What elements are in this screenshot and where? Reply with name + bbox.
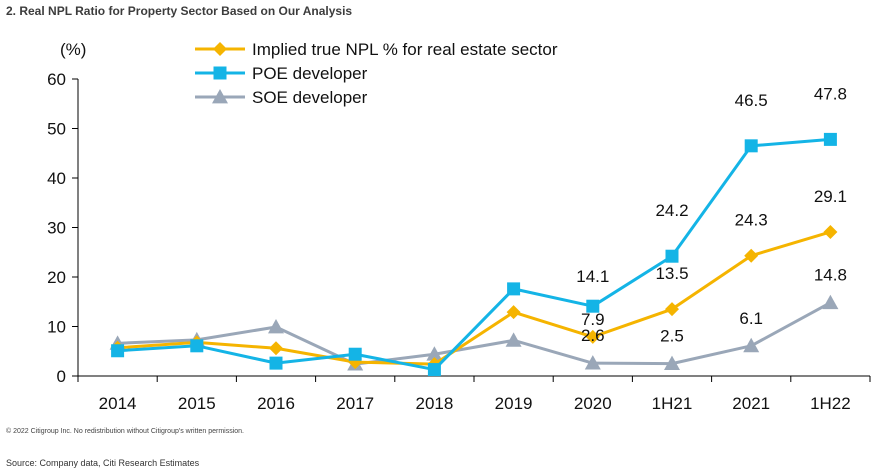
chart-axes: 0 10 20 30 40 50 60 (%) 2014 2015 2016 2017 2018 2019… <box>47 40 871 413</box>
data-label: 7.9 <box>581 310 605 329</box>
data-labels: 7.9 13.5 24.3 29.1 14.1 24.2 46.5 47.8 2.6 2.5 6.1… <box>576 84 847 345</box>
data-label: 2.5 <box>660 327 684 346</box>
data-label: 24.2 <box>655 201 688 220</box>
series-point <box>507 282 521 296</box>
x-tick-label: 2015 <box>178 394 216 413</box>
series-diamond <box>110 224 838 372</box>
legend-swatch-marker <box>213 42 227 56</box>
y-tick-label: 60 <box>47 70 66 89</box>
x-tick-label: 1H22 <box>810 394 851 413</box>
series-point <box>111 344 125 358</box>
y-tick-label: 30 <box>47 219 66 238</box>
y-tick-label: 50 <box>47 120 66 139</box>
series-point <box>744 139 758 153</box>
data-label: 14.8 <box>814 266 847 285</box>
series-point <box>822 294 839 310</box>
legend-swatch-marker <box>212 89 228 104</box>
x-tick-label: 2017 <box>336 394 374 413</box>
chart-legend: Implied true NPL % for real estate secto… <box>195 40 558 107</box>
series-point <box>269 341 283 356</box>
copyright-note: © 2022 Citigroup Inc. No redistribution … <box>6 428 244 435</box>
series-line <box>117 230 831 366</box>
series-line <box>117 301 832 366</box>
series-point <box>584 355 601 370</box>
series-point <box>743 337 760 353</box>
series-point <box>506 305 521 320</box>
y-tick-label: 0 <box>57 367 66 386</box>
series-point <box>665 302 679 317</box>
series-triangle <box>109 294 839 371</box>
legend-item: POE developer <box>195 64 368 83</box>
x-tick-label: 1H21 <box>652 394 693 413</box>
x-tick-label: 2021 <box>732 394 770 413</box>
y-tick-label: 40 <box>47 169 66 188</box>
y-axis-unit-label: (%) <box>60 40 86 59</box>
series-point <box>268 318 284 334</box>
legend-label: Implied true NPL % for real estate secto… <box>252 40 558 59</box>
series-square <box>111 132 837 377</box>
source-note: Source: Company data, Citi Research Esti… <box>6 458 200 468</box>
x-tick-label: 2019 <box>495 394 533 413</box>
x-tick-label: 2020 <box>574 394 612 413</box>
x-tick-label: 2018 <box>415 394 453 413</box>
data-label: 24.3 <box>735 211 768 230</box>
x-tick-label: 2014 <box>99 394 137 413</box>
legend-item: SOE developer <box>195 88 368 107</box>
legend-label: POE developer <box>252 64 368 83</box>
series-point <box>348 347 362 361</box>
series-point <box>665 249 679 263</box>
series-point <box>744 248 759 263</box>
data-label: 14.1 <box>576 267 609 286</box>
series-point <box>586 299 600 313</box>
series-point <box>190 339 204 353</box>
series-line <box>117 137 831 372</box>
y-tick-label: 20 <box>47 268 66 287</box>
legend-swatch-marker <box>213 66 227 80</box>
data-label: 2.6 <box>581 326 605 345</box>
series-point <box>823 132 837 146</box>
figure-title: 2. Real NPL Ratio for Property Sector Ba… <box>6 4 353 18</box>
data-label: 47.8 <box>814 84 847 103</box>
data-label: 13.5 <box>655 264 688 283</box>
series-point <box>426 346 443 361</box>
data-label: 6.1 <box>739 309 763 328</box>
series-point <box>585 329 600 344</box>
series-point <box>823 224 838 239</box>
series-point <box>505 332 522 347</box>
x-tick-label: 2016 <box>257 394 295 413</box>
data-label: 46.5 <box>735 91 768 110</box>
data-label: 29.1 <box>814 187 847 206</box>
series-point <box>664 355 680 371</box>
y-tick-label: 10 <box>47 318 66 337</box>
legend-label: SOE developer <box>252 88 368 107</box>
series-point <box>427 363 441 377</box>
series-point <box>269 356 283 370</box>
legend-item: Implied true NPL % for real estate secto… <box>195 40 558 59</box>
series-layer <box>109 132 839 377</box>
